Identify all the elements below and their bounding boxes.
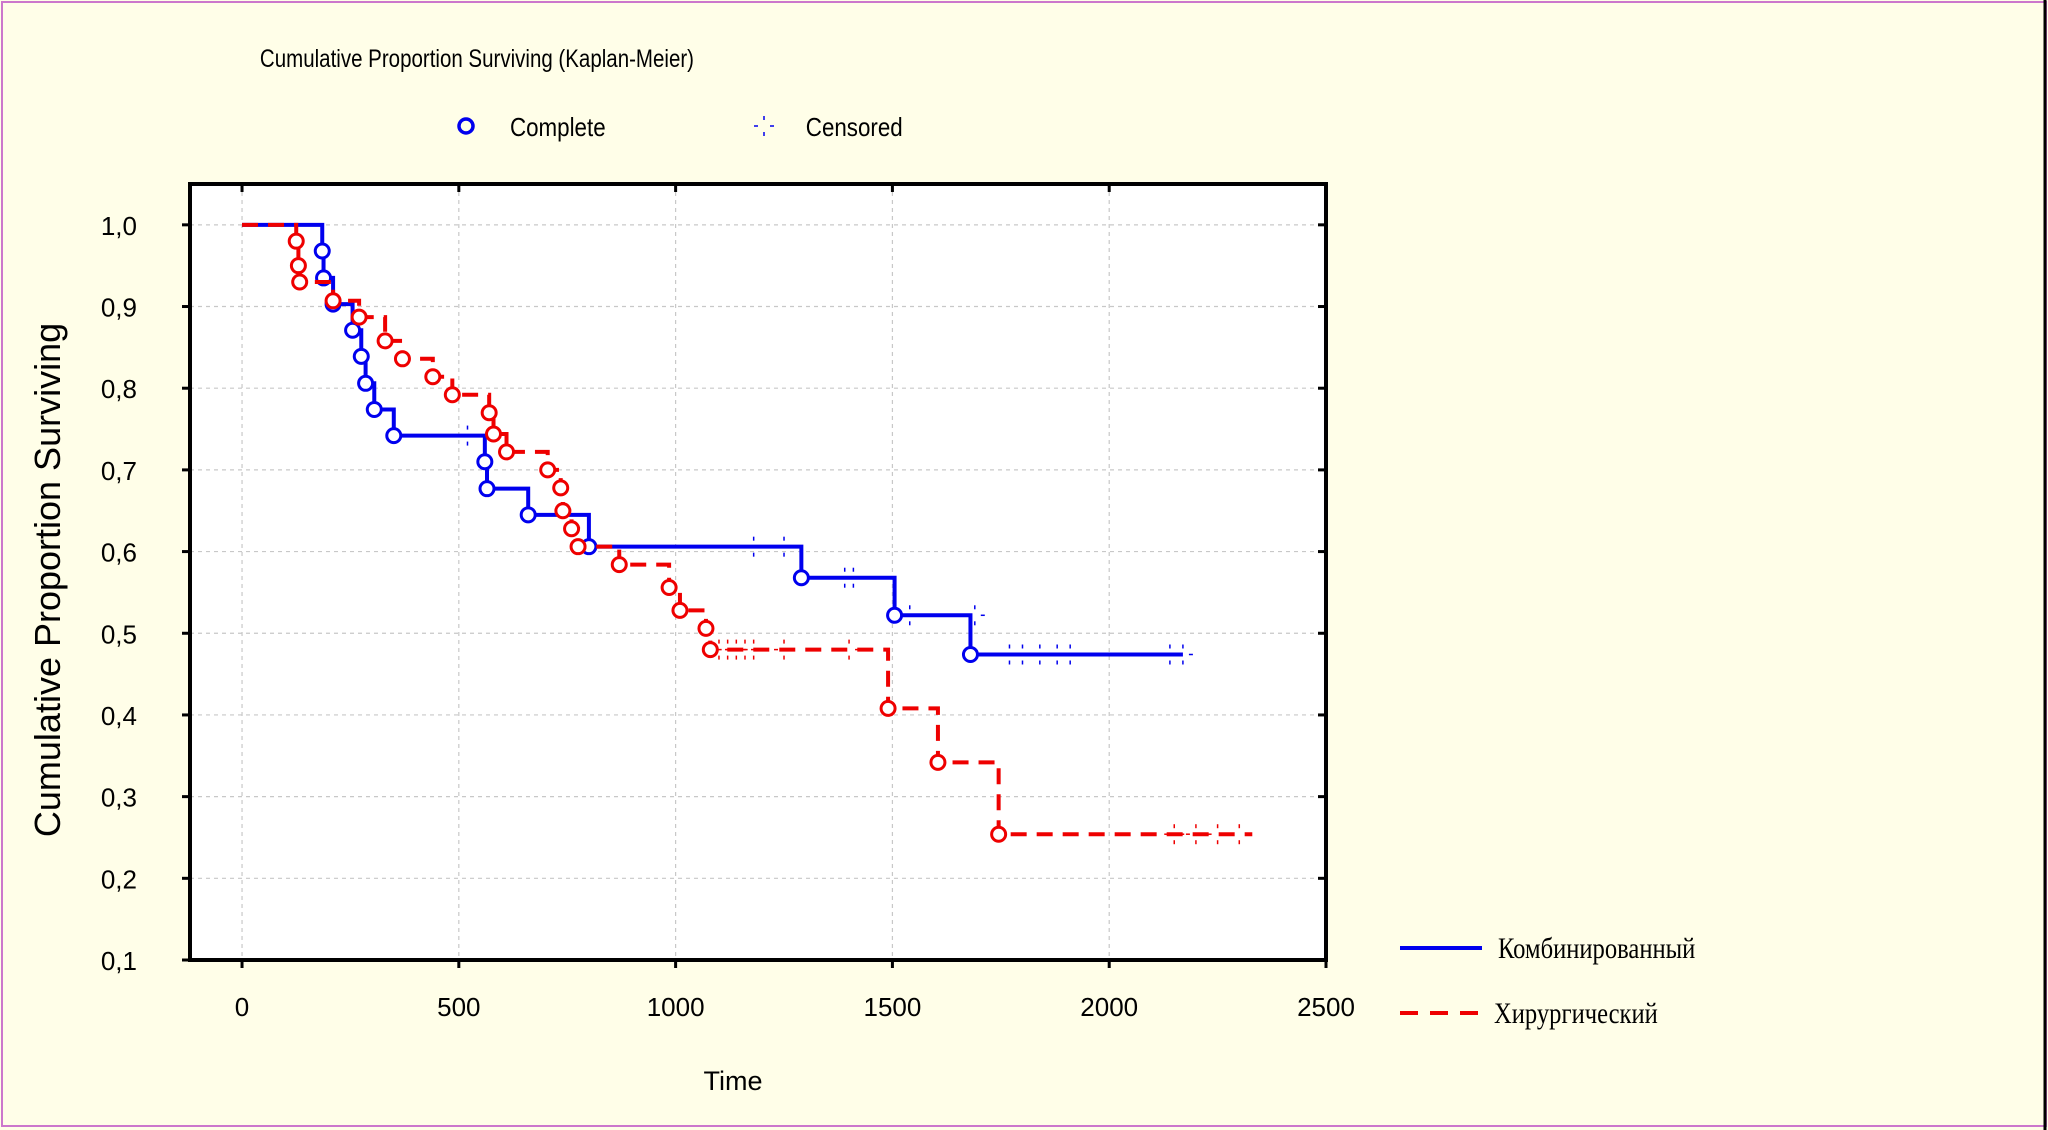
event-marker [480, 404, 498, 422]
event-marker [990, 825, 1008, 843]
axis-ticks: 0 500 1000 1500 2000 2500 0,1 0,2 0,3 0,4 0,5 0,6 0,… [101, 184, 1355, 1022]
complete-legend-label: Complete [510, 113, 606, 142]
event-marker [552, 479, 570, 497]
event-marker [385, 427, 403, 445]
x-tick-label: 500 [437, 992, 480, 1022]
censored-mark [964, 605, 985, 626]
event-marker [443, 386, 461, 404]
censored-legend-label: Censored [806, 113, 903, 142]
censored-mark [743, 639, 764, 660]
y-tick-label: 0,3 [101, 783, 137, 813]
series-legend: Комбинированный Хирургический [1400, 932, 1696, 1030]
x-tick-label: 0 [235, 992, 249, 1022]
event-marker [610, 556, 628, 574]
event-marker [324, 292, 342, 310]
x-tick-label: 2500 [1297, 992, 1355, 1022]
censored-mark [1172, 644, 1193, 665]
x-axis-label: Time [704, 1066, 763, 1096]
y-tick-label: 0,8 [101, 374, 137, 404]
event-marker [879, 699, 897, 717]
event-marker [961, 646, 979, 664]
censored-mark [839, 639, 860, 660]
censored-mark [743, 536, 764, 557]
event-marker [424, 368, 442, 386]
event-marker [563, 520, 581, 538]
censored-marker-icon [754, 116, 774, 136]
y-tick-label: 0,4 [101, 701, 137, 731]
event-marker [929, 753, 947, 771]
event-marker [350, 308, 368, 326]
censored-mark [774, 536, 795, 557]
y-tick-label: 0,1 [101, 946, 137, 976]
event-marker [792, 569, 810, 587]
censored-mark [999, 644, 1020, 665]
event-marker [287, 232, 305, 250]
event-marker [569, 538, 587, 556]
event-marker [313, 242, 331, 260]
y-axis-label: Cumulative Proportion Surviving [27, 323, 68, 837]
event-marker [886, 606, 904, 624]
x-tick-label: 1000 [647, 992, 705, 1022]
y-tick-label: 0,5 [101, 619, 137, 649]
event-marker [485, 425, 503, 443]
censored-mark [1185, 824, 1206, 845]
grid-lines [190, 184, 1326, 960]
x-tick-label: 1500 [863, 992, 921, 1022]
event-marker [697, 619, 715, 637]
event-marker [478, 480, 496, 498]
series-layer [242, 222, 1253, 845]
censored-mark [834, 567, 855, 588]
event-marker [671, 601, 689, 619]
chart-title: Cumulative Proportion Surviving (Kaplan-… [260, 44, 694, 72]
event-marker [291, 273, 309, 291]
event-marker [498, 443, 516, 461]
y-tick-label: 0,7 [101, 456, 137, 486]
event-marker [365, 400, 383, 418]
event-marker [539, 461, 557, 479]
censored-mark [774, 639, 795, 660]
x-tick-label: 2000 [1080, 992, 1138, 1022]
event-marker [352, 347, 370, 365]
y-tick-label: 0,6 [101, 538, 137, 568]
event-marker [357, 374, 375, 392]
censored-mark [734, 639, 755, 660]
event-marker [701, 641, 719, 659]
legend-label-1: Хирургический [1494, 997, 1658, 1030]
complete-marker-icon [457, 117, 475, 135]
event-marker [660, 579, 678, 597]
censored-mark [843, 567, 864, 588]
censored-mark [1164, 824, 1185, 845]
event-marker [376, 332, 394, 350]
plot-frame [188, 182, 1328, 962]
plot-area [190, 184, 1326, 960]
censored-mark [1060, 644, 1081, 665]
legend-label-0: Комбинированный [1498, 932, 1696, 965]
censored-mark [457, 425, 478, 446]
event-marker [519, 506, 537, 524]
y-tick-label: 0,9 [101, 293, 137, 323]
event-marker [393, 350, 411, 368]
censored-mark [1229, 824, 1250, 845]
y-tick-label: 1,0 [101, 211, 137, 241]
censored-mark [1207, 824, 1228, 845]
event-marker [344, 321, 362, 339]
event-marker [554, 502, 572, 520]
event-marker [289, 257, 307, 275]
y-tick-label: 0,2 [101, 864, 137, 894]
event-marker [476, 453, 494, 471]
